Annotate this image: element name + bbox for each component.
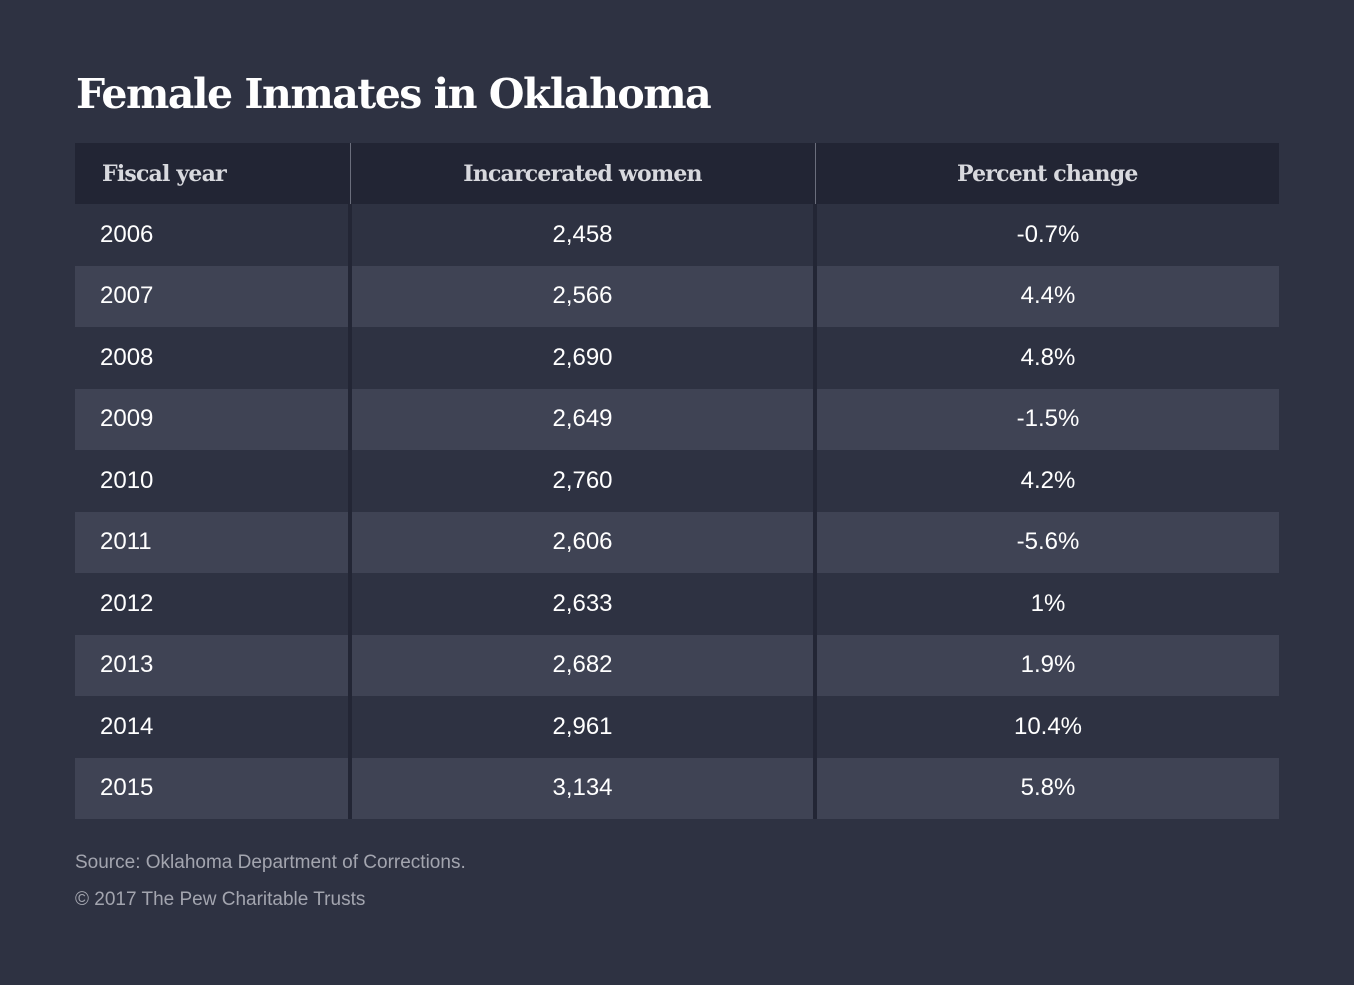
table-row: 2006 2,458 -0.7%: [75, 204, 1279, 266]
cell-percent-change: 5.8%: [813, 757, 1279, 819]
cell-incarcerated-women: 2,566: [348, 265, 815, 327]
table-row: 2011 2,606 -5.6%: [75, 511, 1279, 573]
cell-fiscal-year: 2014: [75, 696, 350, 758]
table-header: Fiscal year Incarcerated women Percent c…: [75, 143, 1279, 204]
cell-fiscal-year: 2010: [75, 450, 350, 512]
header-row: Fiscal year Incarcerated women Percent c…: [75, 143, 1279, 204]
column-header-percent-change: Percent change: [814, 143, 1279, 204]
cell-fiscal-year: 2011: [75, 511, 350, 573]
column-header-fiscal-year: Fiscal year: [75, 143, 350, 204]
cell-incarcerated-women: 2,682: [348, 634, 815, 696]
cell-fiscal-year: 2008: [75, 327, 350, 389]
cell-percent-change: 4.4%: [813, 265, 1279, 327]
source-note: Source: Oklahoma Department of Correctio…: [75, 852, 466, 873]
cell-incarcerated-women: 2,649: [348, 388, 815, 450]
cell-incarcerated-women: 2,633: [348, 573, 815, 635]
table-row: 2008 2,690 4.8%: [75, 327, 1279, 389]
table-row: 2007 2,566 4.4%: [75, 265, 1279, 327]
table-body: 2006 2,458 -0.7% 2007 2,566 4.4% 2008 2,690 4.8%…: [75, 204, 1279, 819]
cell-incarcerated-women: 2,606: [348, 511, 815, 573]
cell-incarcerated-women: 2,690: [348, 327, 815, 389]
cell-fiscal-year: 2009: [75, 388, 350, 450]
table-row: 2012 2,633 1%: [75, 573, 1279, 635]
cell-incarcerated-women: 2,458: [348, 204, 815, 266]
cell-incarcerated-women: 2,760: [348, 450, 815, 512]
cell-percent-change: 1.9%: [813, 634, 1279, 696]
cell-fiscal-year: 2006: [75, 204, 350, 266]
cell-fiscal-year: 2012: [75, 573, 350, 635]
cell-incarcerated-women: 3,134: [348, 757, 815, 819]
table-row: 2009 2,649 -1.5%: [75, 388, 1279, 450]
cell-percent-change: -0.7%: [813, 204, 1279, 266]
table-row: 2013 2,682 1.9%: [75, 634, 1279, 696]
cell-percent-change: 1%: [813, 573, 1279, 635]
cell-fiscal-year: 2015: [75, 757, 350, 819]
table-row: 2014 2,961 10.4%: [75, 696, 1279, 758]
cell-percent-change: -5.6%: [813, 511, 1279, 573]
table-row: 2015 3,134 5.8%: [75, 757, 1279, 819]
cell-percent-change: 4.8%: [813, 327, 1279, 389]
chart-title: Female Inmates in Oklahoma: [76, 70, 712, 118]
cell-percent-change: -1.5%: [813, 388, 1279, 450]
cell-fiscal-year: 2007: [75, 265, 350, 327]
inmates-table: Fiscal year Incarcerated women Percent c…: [75, 143, 1279, 819]
cell-percent-change: 10.4%: [813, 696, 1279, 758]
copyright-note: © 2017 The Pew Charitable Trusts: [75, 889, 366, 910]
cell-incarcerated-women: 2,961: [348, 696, 815, 758]
column-header-incarcerated-women: Incarcerated women: [349, 143, 815, 204]
table-row: 2010 2,760 4.2%: [75, 450, 1279, 512]
cell-fiscal-year: 2013: [75, 634, 350, 696]
cell-percent-change: 4.2%: [813, 450, 1279, 512]
